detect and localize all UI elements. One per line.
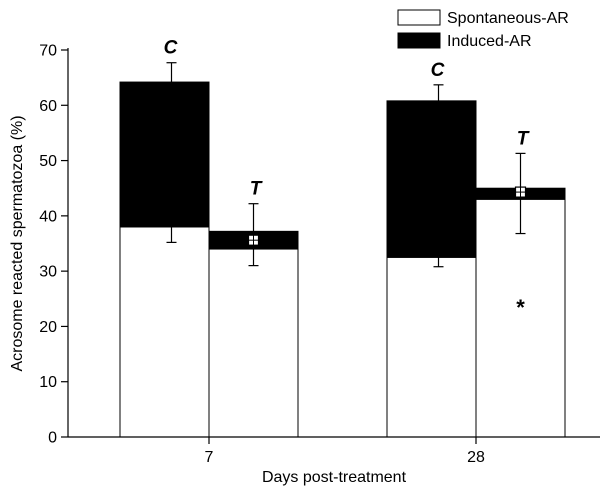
significance-asterisk-0: * [516, 295, 525, 320]
bar-spontaneous-7-T [208, 248, 299, 438]
error-bars-layer [166, 62, 527, 268]
y-tick-label-10: 10 [39, 374, 57, 391]
y-axis-label: Acrosome reacted spermatozoa (%) [9, 115, 26, 371]
bars-layer [119, 81, 566, 438]
legend-label-induced: Induced-AR [447, 33, 532, 50]
bar-spontaneous-28-T [475, 198, 566, 438]
y-tick-label-70: 70 [39, 43, 57, 60]
y-tick-label-50: 50 [39, 153, 57, 170]
x-axis-label: Days post-treatment [262, 469, 407, 486]
y-tick-label-20: 20 [39, 319, 57, 336]
bar-spontaneous-7-C [119, 226, 210, 438]
y-tick-label-60: 60 [39, 98, 57, 115]
legend-label-spontaneous: Spontaneous-AR [447, 10, 569, 27]
bar-induced-7-C [119, 81, 210, 228]
legend: Spontaneous-AR Induced-AR [397, 9, 569, 50]
axes-layer: 0 10 20 30 40 50 60 70 7 28 Days post-treatment Acr… [9, 43, 600, 486]
y-tick-label-30: 30 [39, 264, 57, 281]
labels-layer: C T C T * [164, 38, 530, 320]
legend-swatch-spontaneous [397, 9, 441, 26]
group-label-7-T: T [250, 179, 263, 200]
x-tick-label-28: 28 [467, 449, 485, 466]
group-label-28-C: C [431, 60, 445, 81]
group-label-28-T: T [517, 128, 530, 149]
bar-induced-28-C [386, 100, 477, 258]
y-tick-label-40: 40 [39, 208, 57, 225]
group-label-7-C: C [164, 38, 178, 59]
legend-swatch-induced [397, 32, 441, 49]
bar-spontaneous-28-C [386, 256, 477, 438]
x-tick-label-7: 7 [205, 449, 214, 466]
y-tick-label-0: 0 [48, 430, 57, 447]
